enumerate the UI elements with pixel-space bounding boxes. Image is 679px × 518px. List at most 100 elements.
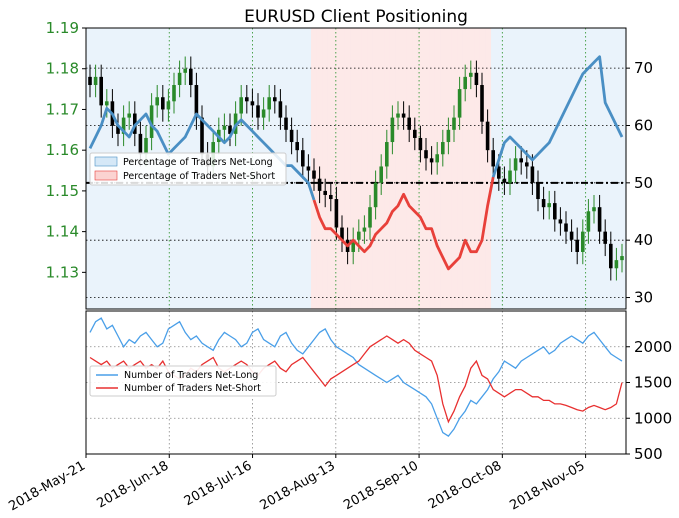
bg-column [294,28,301,309]
candle-body [597,207,602,232]
candle-body [306,166,311,171]
legend-label-net-long: Percentage of Traders Net-Long [123,157,273,168]
candle-body [267,97,271,110]
bg-column [395,28,402,309]
candle-body [93,76,98,86]
candle-body [155,97,159,106]
candle-body [586,211,591,232]
candle-body [536,182,540,200]
candle-body [172,85,176,102]
bottom-tick-label: 2000 [634,338,672,356]
chart-title: EURUSD Client Positioning [244,7,468,27]
right-tick-label: 70 [634,59,653,77]
bg-column [327,28,334,309]
bg-column [485,28,492,309]
candle-body [491,150,495,167]
x-tick-label: 2018-May-21 [6,458,88,514]
bg-column [372,28,379,309]
candle-body [357,231,361,240]
left-axis-ticks: 1.13 1.14 1.15 1.16 1.17 1.18 1.19 [46,19,86,281]
candle-body [413,129,417,138]
bg-column [462,28,469,309]
candle-body [189,68,193,86]
left-tick-label: 1.14 [46,223,79,241]
bg-column [620,28,627,309]
candle-body [435,154,439,163]
candle-body [575,239,579,252]
candle-body [569,231,574,240]
candle-body [295,142,299,151]
candle-body [485,121,490,151]
bg-column [350,28,357,309]
x-tick-label: 2018-Sep-10 [341,458,421,513]
bg-column [86,28,93,309]
bg-column [457,28,464,309]
candle-body [88,76,92,86]
right-axis-ticks: 30 40 50 60 70 [626,59,653,307]
bg-column [564,28,571,309]
bg-column [586,28,593,309]
candle-body [614,260,619,269]
candle-body [261,109,266,118]
legend-label-count-short: Number of Traders Net-Short [124,383,261,394]
candle-body [284,117,288,130]
candle-body [289,129,294,143]
legend-swatch-net-long [94,156,118,167]
candle-body [334,199,339,228]
bg-column [581,28,588,309]
candle-body [519,158,523,163]
bg-column [412,28,419,309]
candle-body [418,137,423,151]
bottom-legend: Number of Traders Net-Long Number of Tra… [89,365,277,397]
x-tick-label: 2018-Nov-05 [507,458,587,513]
candle-body [127,113,131,118]
bottom-tick-label: 500 [634,445,663,463]
legend-label-count-long: Number of Traders Net-Long [124,370,258,381]
left-tick-label: 1.13 [46,263,79,281]
bg-column [597,28,604,309]
candle-body [340,227,344,240]
bg-column [524,28,531,309]
bg-column [333,28,340,309]
candle-body [301,150,305,167]
top-panel: 1.131.141.151.161.171.181.19 3040506070 … [46,7,653,310]
candle-body [609,243,613,269]
candle-body [480,85,484,122]
candle-body [592,207,596,212]
bg-column [536,28,543,309]
left-tick-label: 1.16 [46,141,79,159]
bottom-tick-label: 1000 [634,409,672,427]
candle-body [558,219,563,224]
legend-label-net-short: Percentage of Traders Net-Short [123,171,275,182]
bg-column [519,28,526,309]
bg-column [479,28,486,309]
candle-body [144,137,148,155]
candle-body [373,182,378,208]
candle-body [547,203,551,208]
bg-column [592,28,599,309]
candle-body [116,125,120,134]
candle-body [222,125,227,130]
bg-column [507,28,514,309]
candle-body [239,97,243,114]
candle-body [161,97,165,110]
bottom-legend-box [89,365,277,397]
candle-body [200,117,204,155]
candle-body [452,117,456,130]
candle-body [508,170,512,183]
candle-body [603,231,607,244]
candle-body [553,203,557,220]
bg-column [547,28,554,309]
candle-body [99,76,103,106]
left-tick-label: 1.18 [46,60,79,78]
date-axis-ticks: 2018-May-21 2018-Jun-18 2018-Jul-16 2018-Au… [6,454,588,514]
candle-body [362,227,367,232]
candle-body [351,239,355,252]
candle-body [541,199,546,208]
candle-body [469,72,473,77]
candle-body [177,72,182,86]
bg-column [361,28,368,309]
candle-body [424,150,428,159]
candle-body [502,178,507,183]
right-tick-label: 30 [634,289,653,307]
